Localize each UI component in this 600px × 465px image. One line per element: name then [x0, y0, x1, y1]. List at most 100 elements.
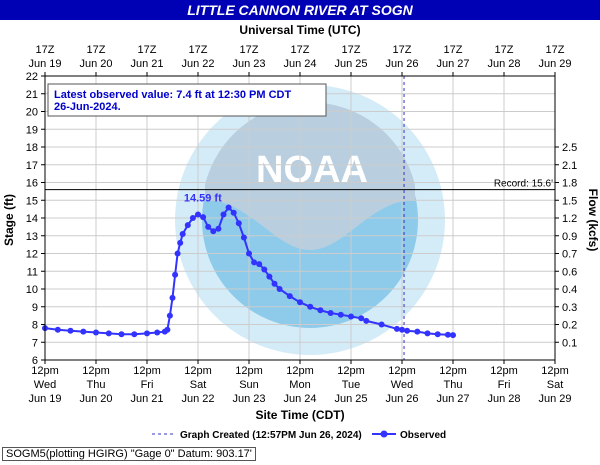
- bottom-tick-weekday: Wed: [391, 379, 413, 391]
- bottom-tick-weekday: Mon: [289, 379, 310, 391]
- observed-point: [399, 326, 405, 333]
- observed-point: [179, 231, 186, 237]
- annotation-box: [47, 83, 327, 117]
- observed-point: [307, 303, 314, 310]
- left-tick-label: 8: [32, 320, 38, 332]
- chart-overlays: Record: 15.6' 14.59 ft: [45, 76, 555, 360]
- top-tick-time: 17Z: [342, 44, 361, 56]
- observed-point: [450, 332, 456, 339]
- datum-footer: SOGM5(plotting HGIRG) "Gage 0" Datum: 90…: [2, 447, 256, 461]
- observed-point: [154, 329, 161, 336]
- right-tick-label: 0.1: [562, 337, 577, 349]
- top-tick-date: Jun 19: [28, 58, 61, 70]
- observed-point: [261, 266, 268, 273]
- top-axis-ticks: 17Z Jun 19 17Z Jun 20 17Z Jun 21 17Z Jun 22 17Z J…: [28, 44, 572, 76]
- observed-point: [210, 228, 217, 235]
- observed-point: [177, 239, 184, 246]
- bottom-tick-date: Jun 23: [232, 393, 265, 405]
- right-tick-label: 0.2: [562, 320, 577, 332]
- top-tick-time: 17Z: [291, 44, 310, 56]
- left-tick-label: 22: [26, 71, 38, 83]
- top-tick-time: 17Z: [87, 44, 106, 56]
- observed-point: [200, 214, 207, 221]
- plot-frame: [44, 75, 556, 361]
- left-axis-ticks: 6 7 8 9 10 11 12 13 14 15 16 17 18 19 20 21 22: [26, 71, 45, 367]
- bottom-tick-weekday: Thu: [87, 379, 106, 391]
- bottom-tick-date: Jun 28: [487, 393, 520, 405]
- observed-point: [327, 310, 334, 316]
- noaa-watermark: NOAA: [175, 85, 445, 355]
- right-tick-label: 0.4: [562, 284, 577, 296]
- top-tick-date: Jun 22: [181, 58, 214, 70]
- top-tick-time: 17Z: [495, 44, 514, 56]
- bottom-axis-ticks: 12pm Wed Jun 19 12pm Thu Jun 20 12pm Fri Jun 21 1…: [28, 360, 572, 405]
- observed-point: [67, 327, 74, 334]
- left-tick-label: 21: [26, 89, 38, 101]
- left-tick-label: 6: [32, 355, 38, 367]
- observed-point: [166, 312, 173, 319]
- top-tick-time: 17Z: [189, 44, 208, 56]
- bottom-tick-time: 12pm: [235, 365, 263, 377]
- bottom-axis-label: Site Time (CDT): [255, 408, 344, 422]
- top-tick-date: Jun 28: [487, 58, 520, 70]
- observed-point: [184, 222, 191, 229]
- observed-point: [404, 327, 411, 334]
- bottom-tick-date: Jun 29: [538, 393, 571, 405]
- top-tick-date: Jun 26: [385, 58, 418, 70]
- observed-point: [424, 330, 431, 337]
- legend-observed-label: Observed: [400, 430, 446, 441]
- right-tick-label: 2.1: [562, 160, 577, 172]
- observed-point: [220, 211, 227, 218]
- right-tick-label: 1.2: [562, 213, 577, 225]
- observed-point: [266, 273, 273, 280]
- watermark-gull-icon: [205, 102, 415, 250]
- observed-point: [105, 330, 112, 337]
- left-tick-label: 7: [32, 337, 38, 349]
- observed-point: [393, 325, 400, 332]
- bottom-tick-time: 12pm: [337, 365, 365, 377]
- top-axis-label: Universal Time (UTC): [239, 23, 360, 37]
- bottom-tick-date: Jun 26: [385, 393, 418, 405]
- legend-created-label: Graph Created (12:57PM Jun 26, 2024): [180, 430, 362, 441]
- observed-point: [317, 307, 324, 314]
- bottom-tick-weekday: Sun: [239, 379, 259, 391]
- right-tick-label: 0.3: [562, 302, 577, 314]
- observed-point: [80, 328, 87, 335]
- top-tick-date: Jun 24: [283, 58, 316, 70]
- observed-point: [256, 261, 263, 268]
- bottom-tick-date: Jun 25: [334, 393, 367, 405]
- observed-point: [276, 286, 283, 292]
- observed-point: [215, 225, 222, 232]
- observed-point: [363, 317, 370, 324]
- observed-point: [118, 331, 125, 338]
- top-tick-time: 17Z: [393, 44, 412, 56]
- bottom-tick-date: Jun 20: [79, 393, 112, 405]
- observed-point: [414, 328, 421, 335]
- bottom-tick-weekday: Sat: [190, 379, 207, 391]
- bottom-tick-time: 12pm: [133, 365, 161, 377]
- bottom-tick-time: 12pm: [541, 365, 569, 377]
- bottom-tick-time: 12pm: [439, 365, 467, 377]
- top-tick-time: 17Z: [138, 44, 157, 56]
- top-tick-date: Jun 23: [232, 58, 265, 70]
- bottom-tick-date: Jun 21: [130, 393, 163, 405]
- observed-point: [54, 326, 61, 333]
- bottom-tick-date: Jun 24: [283, 393, 316, 405]
- observed-point: [348, 313, 354, 320]
- top-tick-time: 17Z: [444, 44, 463, 56]
- record-label: Record: 15.6': [494, 179, 553, 190]
- top-tick-date: Jun 20: [79, 58, 112, 70]
- left-axis-label: Stage (ft): [2, 194, 16, 246]
- right-tick-label: 1.8: [562, 178, 577, 190]
- observed-point: [240, 234, 247, 241]
- bottom-tick-weekday: Tue: [342, 379, 361, 391]
- observed-series: [42, 204, 456, 339]
- annotation-line-2: 26-Jun-2024.: [54, 101, 121, 113]
- observed-point: [337, 311, 344, 318]
- right-axis-ticks: 0.1 0.2 0.3 0.4 0.6 0.7 0.9 1.2 1.5 1.8 2.1 2.5: [555, 142, 577, 349]
- observed-point: [378, 321, 385, 328]
- bottom-tick-weekday: Sat: [547, 379, 564, 391]
- observed-point: [189, 215, 196, 221]
- observed-point: [235, 220, 242, 227]
- bottom-tick-time: 12pm: [82, 365, 110, 377]
